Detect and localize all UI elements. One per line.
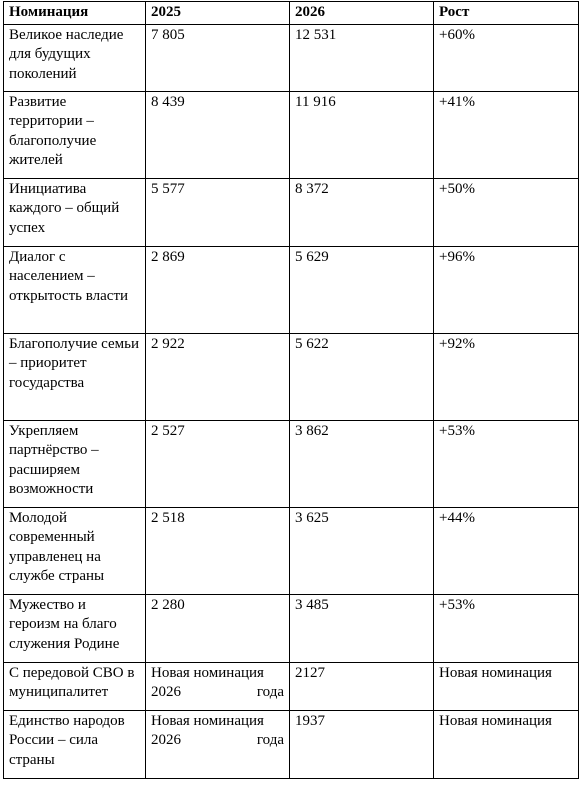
cell-2026: 12 531 <box>289 23 434 92</box>
cell-nomination: Великое наследие для будущих поколений <box>3 23 146 92</box>
cell-2025: 2 922 <box>145 332 290 421</box>
cell-2026: 3 862 <box>289 419 434 508</box>
cell-nomination: Благополучие семьи – приоритет государст… <box>3 332 146 421</box>
table-row: Развитие территории – благополучие жител… <box>3 90 579 179</box>
cell-growth: +44% <box>433 506 579 595</box>
cell-2025: 5 577 <box>145 177 290 247</box>
cell-nomination: Молодой современный управленец на службе… <box>3 506 146 595</box>
table-row: С передовой СВО в муниципалитет Новая но… <box>3 661 579 711</box>
cell-2026: 2127 <box>289 661 434 711</box>
cell-2025: Новая номинация 2026 года <box>145 709 290 779</box>
cell-growth: +96% <box>433 245 579 334</box>
cell-nomination: Укрепляем партнёрство –расширяем возможн… <box>3 419 146 508</box>
cell-2026: 5 629 <box>289 245 434 334</box>
cell-nomination: Развитие территории – благополучие жител… <box>3 90 146 179</box>
cell-2025: 2 518 <box>145 506 290 595</box>
table-row: Великое наследие для будущих поколений 7… <box>3 23 579 92</box>
cell-growth: +53% <box>433 593 579 663</box>
cell-growth: +60% <box>433 23 579 92</box>
header-2026: 2026 <box>289 1 434 25</box>
table-row: Инициатива каждого – общий успех 5 577 8… <box>3 177 579 247</box>
cell-2025: 7 805 <box>145 23 290 92</box>
table-row: Мужество и героизм на благо служения Род… <box>3 593 579 663</box>
table-row: Укрепляем партнёрство –расширяем возможн… <box>3 419 579 508</box>
cell-2025: 2 280 <box>145 593 290 663</box>
cell-2026: 11 916 <box>289 90 434 179</box>
cell-growth: +92% <box>433 332 579 421</box>
cell-nomination: С передовой СВО в муниципалитет <box>3 661 146 711</box>
cell-growth: +50% <box>433 177 579 247</box>
cell-nomination: Диалог с населением – открытость власти <box>3 245 146 334</box>
cell-2025: Новая номинация 2026 года <box>145 661 290 711</box>
cell-nomination: Мужество и героизм на благо служения Род… <box>3 593 146 663</box>
header-growth: Рост <box>433 1 579 25</box>
table-header-row: Номинация 2025 2026 Рост <box>3 1 579 25</box>
cell-2026: 8 372 <box>289 177 434 247</box>
cell-growth: Новая номинация <box>433 709 579 779</box>
cell-2025: 8 439 <box>145 90 290 179</box>
cell-growth: +41% <box>433 90 579 179</box>
table-row: Единство народов России – сила страны Но… <box>3 709 579 779</box>
cell-2026: 1937 <box>289 709 434 779</box>
cell-2025: 2 527 <box>145 419 290 508</box>
cell-2026: 5 622 <box>289 332 434 421</box>
cell-2025: 2 869 <box>145 245 290 334</box>
cell-nomination: Инициатива каждого – общий успех <box>3 177 146 247</box>
table-row: Благополучие семьи – приоритет государст… <box>3 332 579 421</box>
cell-nomination: Единство народов России – сила страны <box>3 709 146 779</box>
table-row: Молодой современный управленец на службе… <box>3 506 579 595</box>
cell-growth: Новая номинация <box>433 661 579 711</box>
cell-2026: 3 625 <box>289 506 434 595</box>
cell-growth: +53% <box>433 419 579 508</box>
cell-2026: 3 485 <box>289 593 434 663</box>
table-row: Диалог с населением – открытость власти … <box>3 245 579 334</box>
nominations-table: Номинация 2025 2026 Рост Великое наследи… <box>3 1 579 779</box>
header-2025: 2025 <box>145 1 290 25</box>
header-nomination: Номинация <box>3 1 146 25</box>
